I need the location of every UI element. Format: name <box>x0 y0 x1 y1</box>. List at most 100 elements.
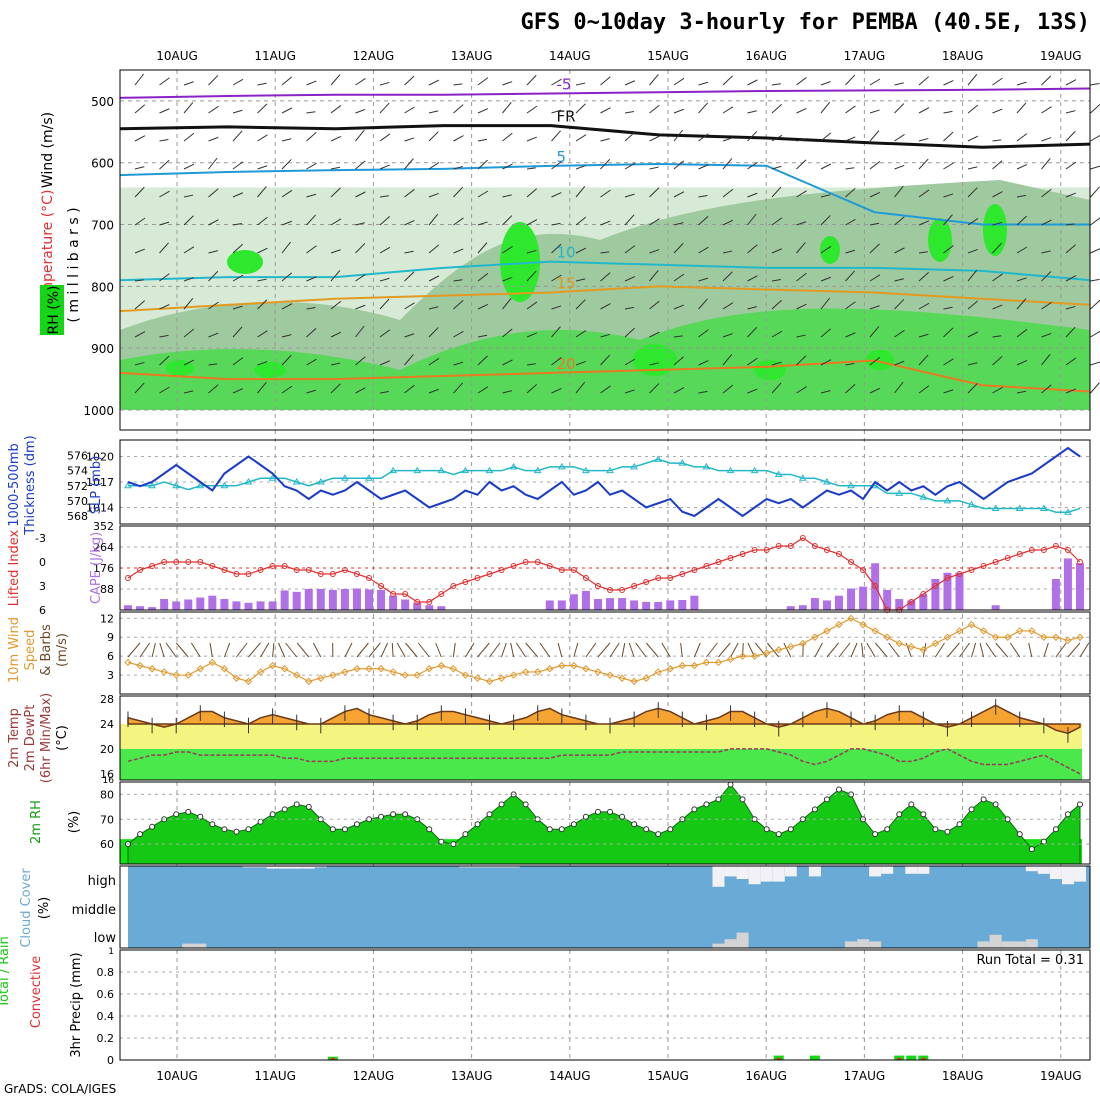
wind-barb <box>281 159 292 170</box>
cape-bar <box>244 602 253 610</box>
wind-barb <box>673 129 684 142</box>
cape-bar <box>955 572 964 610</box>
wind-speed-marker <box>232 674 241 682</box>
wind-barb <box>943 80 954 86</box>
wind-barb <box>943 131 954 142</box>
wind-speed-marker <box>425 665 433 673</box>
rh2m-marker <box>727 781 734 788</box>
precip-conv-bar <box>776 1057 781 1060</box>
panel-frame-p1 <box>119 69 1091 431</box>
wind-barb-10m <box>296 642 310 658</box>
wind-barb <box>796 107 807 114</box>
temp-band-low <box>120 748 1082 780</box>
lifted-index-marker <box>594 583 601 589</box>
wind-barb <box>992 304 1003 310</box>
wind-barb <box>208 157 218 170</box>
wind-barb-10m <box>278 642 286 658</box>
wind-barb <box>183 163 195 170</box>
cloud-high-bar <box>784 866 797 877</box>
wind-speed-marker <box>847 614 855 623</box>
wind-barb <box>869 109 880 114</box>
wind-barb <box>820 80 831 86</box>
wind-barb <box>502 81 513 86</box>
wind-barb <box>404 333 415 338</box>
wind-barb-10m <box>959 642 970 658</box>
p3-right-tick: 352 <box>93 520 114 533</box>
lifted-index-marker <box>426 599 433 605</box>
wind-barb <box>575 216 587 226</box>
wind-barb-10m <box>396 642 406 658</box>
date-label-top: 10AUG <box>156 49 198 63</box>
wind-barb <box>918 76 930 86</box>
wind-speed-marker <box>244 677 253 686</box>
lifted-index-marker <box>450 583 457 589</box>
p1-tick-label: 500 <box>91 95 114 109</box>
wind-barb <box>967 362 978 366</box>
wind-barb <box>428 131 439 142</box>
thickness-marker <box>148 481 156 489</box>
wind-barb <box>526 301 538 310</box>
wind-barb <box>453 186 464 198</box>
wind-barb <box>306 276 317 282</box>
cape-bar <box>352 588 361 610</box>
wind-barb <box>551 192 562 198</box>
p5-tick: 20 <box>100 743 114 756</box>
rh2m-marker <box>209 821 216 828</box>
wind-barb <box>355 243 366 254</box>
wind-barb <box>845 167 855 170</box>
wind-barb <box>1090 134 1100 142</box>
cape-bar <box>1051 578 1060 610</box>
lifted-index-marker <box>185 559 192 565</box>
wind-barb <box>698 164 709 170</box>
wind-barb-10m <box>312 642 322 658</box>
wind-barb <box>894 134 905 142</box>
wind-barb <box>526 188 538 198</box>
wind-speed-marker <box>594 668 602 676</box>
wind-barb <box>747 79 758 86</box>
lifted-index-marker <box>920 591 927 597</box>
wind-barb <box>649 362 659 366</box>
wind-barb <box>845 383 856 394</box>
wind-barb <box>159 190 170 198</box>
wind-barb-10m <box>477 642 490 658</box>
wind-barb-10m <box>680 642 683 658</box>
p1-tick-label: 800 <box>91 280 114 294</box>
p8-tick: 0.2 <box>97 1032 115 1045</box>
wind-speed-marker <box>196 665 205 673</box>
wind-barb <box>943 193 954 198</box>
wind-barb-10m <box>285 642 298 658</box>
wind-speed-marker <box>1064 636 1072 645</box>
wind-barb <box>1016 298 1027 310</box>
rh2m-marker <box>257 818 264 825</box>
p3-right-tick: 176 <box>93 562 114 575</box>
wind-barb <box>869 243 880 254</box>
cape-bar <box>678 599 687 610</box>
wind-barb-10m <box>151 642 156 658</box>
rh2m-marker <box>474 821 481 828</box>
rh2m-marker <box>715 796 722 803</box>
wind-barb <box>232 305 243 310</box>
cloud-low-bar <box>194 943 207 948</box>
cloud-low-bar <box>845 941 858 948</box>
cloud-low-bar <box>977 941 990 948</box>
rh2m-marker <box>546 826 553 833</box>
wind-barb-10m <box>628 642 635 658</box>
cape-bar <box>148 607 157 610</box>
cloud-high-bar <box>1049 866 1062 879</box>
wind-speed-marker <box>546 665 554 673</box>
p7-tick: high <box>88 874 116 889</box>
date-label-top: 18AUG <box>942 49 984 63</box>
wind-barb-10m <box>850 642 858 658</box>
lifted-index-marker <box>269 563 276 569</box>
wind-barb <box>257 216 268 226</box>
rh2m-marker <box>703 801 710 808</box>
wind-barb <box>820 297 831 310</box>
wind-barb <box>943 358 954 366</box>
cloud-high-bar <box>1061 866 1074 885</box>
lifted-index-marker <box>305 567 312 573</box>
p2-right-tick: 1020 <box>86 451 114 464</box>
wind-barb <box>1041 384 1052 394</box>
thickness-marker <box>316 478 325 485</box>
wind-barb <box>967 135 979 142</box>
